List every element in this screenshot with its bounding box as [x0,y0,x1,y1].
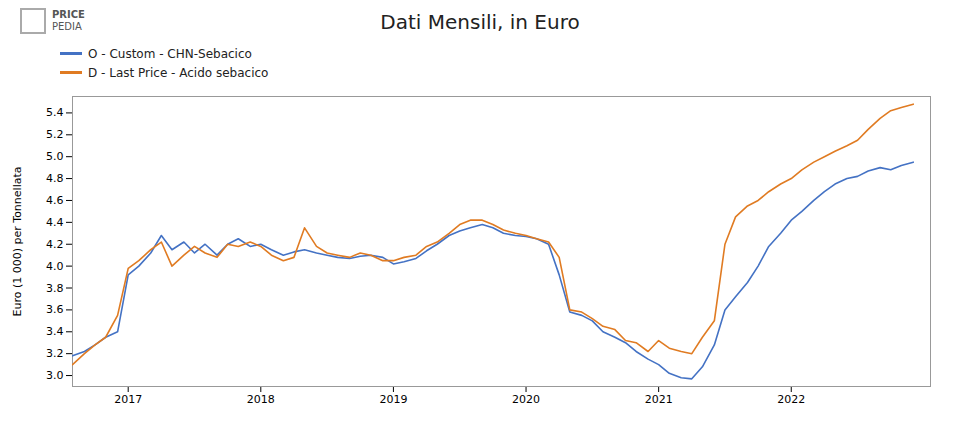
svg-text:2020: 2020 [512,393,540,406]
svg-text:2019: 2019 [379,393,407,406]
svg-text:5.0: 5.0 [46,150,64,163]
svg-text:4.0: 4.0 [46,260,64,273]
html-text:O - Custom - CHN-Sebacico: O - Custom - CHN-Sebacico [88,46,252,61]
html-text:PRICE: PRICE [52,9,85,20]
svg-text:3.0: 3.0 [46,369,64,382]
svg-text:5.2: 5.2 [46,128,64,141]
svg-text:2017: 2017 [114,393,142,406]
svg-text:3.6: 3.6 [46,303,64,316]
html-text:Dati Mensili, in Euro: Dati Mensili, in Euro [380,10,580,34]
svg-text:Euro (1 000) per Tonnellata: Euro (1 000) per Tonnellata [11,167,24,317]
svg-text:2021: 2021 [645,393,673,406]
svg-text:3.8: 3.8 [46,282,64,295]
svg-text:4.4: 4.4 [46,216,64,229]
svg-text:5.4: 5.4 [46,106,64,119]
svg-text:3.2: 3.2 [46,347,64,360]
svg-text:3.4: 3.4 [46,325,64,338]
html-text:D - Last Price - Acido sebacic: D - Last Price - Acido sebacico [88,65,269,80]
svg-text:4.2: 4.2 [46,238,64,251]
svg-text:2018: 2018 [247,393,275,406]
svg-text:4.8: 4.8 [46,172,64,185]
html-text:PEDIA: PEDIA [52,21,82,32]
svg-text:2022: 2022 [777,393,805,406]
svg-text:4.6: 4.6 [46,194,64,207]
